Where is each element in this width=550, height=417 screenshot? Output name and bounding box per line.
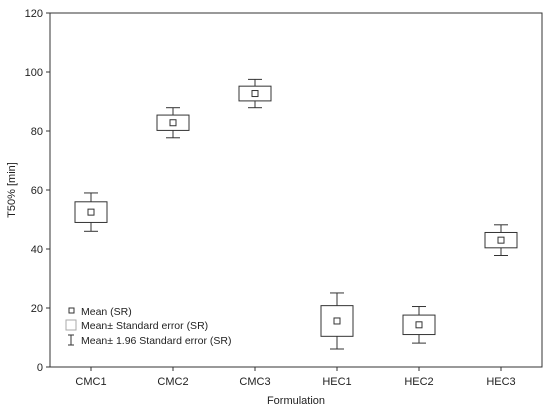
legend-item-standard-error: Mean± Standard error (SR): [65, 319, 208, 332]
x-tick-label: HEC2: [404, 376, 433, 388]
x-tick-label: HEC1: [322, 376, 351, 388]
x-tick-label: CMC2: [157, 376, 188, 388]
mean-marker: [333, 317, 341, 325]
standard-error-box: [320, 305, 354, 337]
plot-frame: [49, 12, 543, 368]
mean-marker: [251, 90, 259, 98]
box-group: [156, 107, 190, 139]
mean-marker: [415, 321, 423, 329]
x-axis: CMC1 CMC2 CMC3 HEC1 HEC2 HEC3: [75, 367, 516, 388]
y-tick-label: 60: [31, 185, 43, 197]
legend-mean-marker: [68, 307, 75, 314]
legend: Mean (SR) Mean± Standard error (SR) Mean…: [65, 306, 232, 347]
legend-mean-label: Mean (SR): [81, 306, 132, 318]
mean-marker: [497, 236, 505, 244]
y-tick-label: 80: [31, 126, 43, 138]
y-tick-label: 0: [37, 362, 43, 374]
legend-item-confidence-interval: Mean± 1.96 Standard error (SR): [68, 334, 232, 347]
x-tick-label: HEC3: [486, 376, 515, 388]
y-axis-title: T50% [min]: [6, 162, 18, 218]
legend-standard-error-label: Mean± Standard error (SR): [81, 320, 208, 332]
x-axis-title: Formulation: [267, 395, 325, 407]
box-group: [484, 224, 518, 256]
y-tick-label: 100: [25, 67, 43, 79]
legend-standard-error-marker: [65, 319, 77, 331]
legend-item-mean: Mean (SR): [68, 306, 132, 318]
x-tick-label: CMC3: [239, 376, 270, 388]
y-tick-label: 20: [31, 303, 43, 315]
box-group: [238, 78, 272, 109]
box-group: [74, 192, 108, 232]
plot-marks: [74, 78, 518, 350]
y-tick-label: 120: [25, 8, 43, 20]
mean-marker: [169, 119, 177, 127]
mean-marker: [87, 208, 95, 216]
x-tick-label: CMC1: [75, 376, 106, 388]
box-group: [320, 292, 354, 350]
y-tick-label: 40: [31, 244, 43, 256]
y-axis: 0 20 40 60 80 100 120: [25, 8, 50, 374]
legend-confidence-interval-label: Mean± 1.96 Standard error (SR): [81, 335, 232, 347]
box-group: [402, 306, 436, 344]
legend-confidence-interval-marker: [68, 334, 74, 346]
